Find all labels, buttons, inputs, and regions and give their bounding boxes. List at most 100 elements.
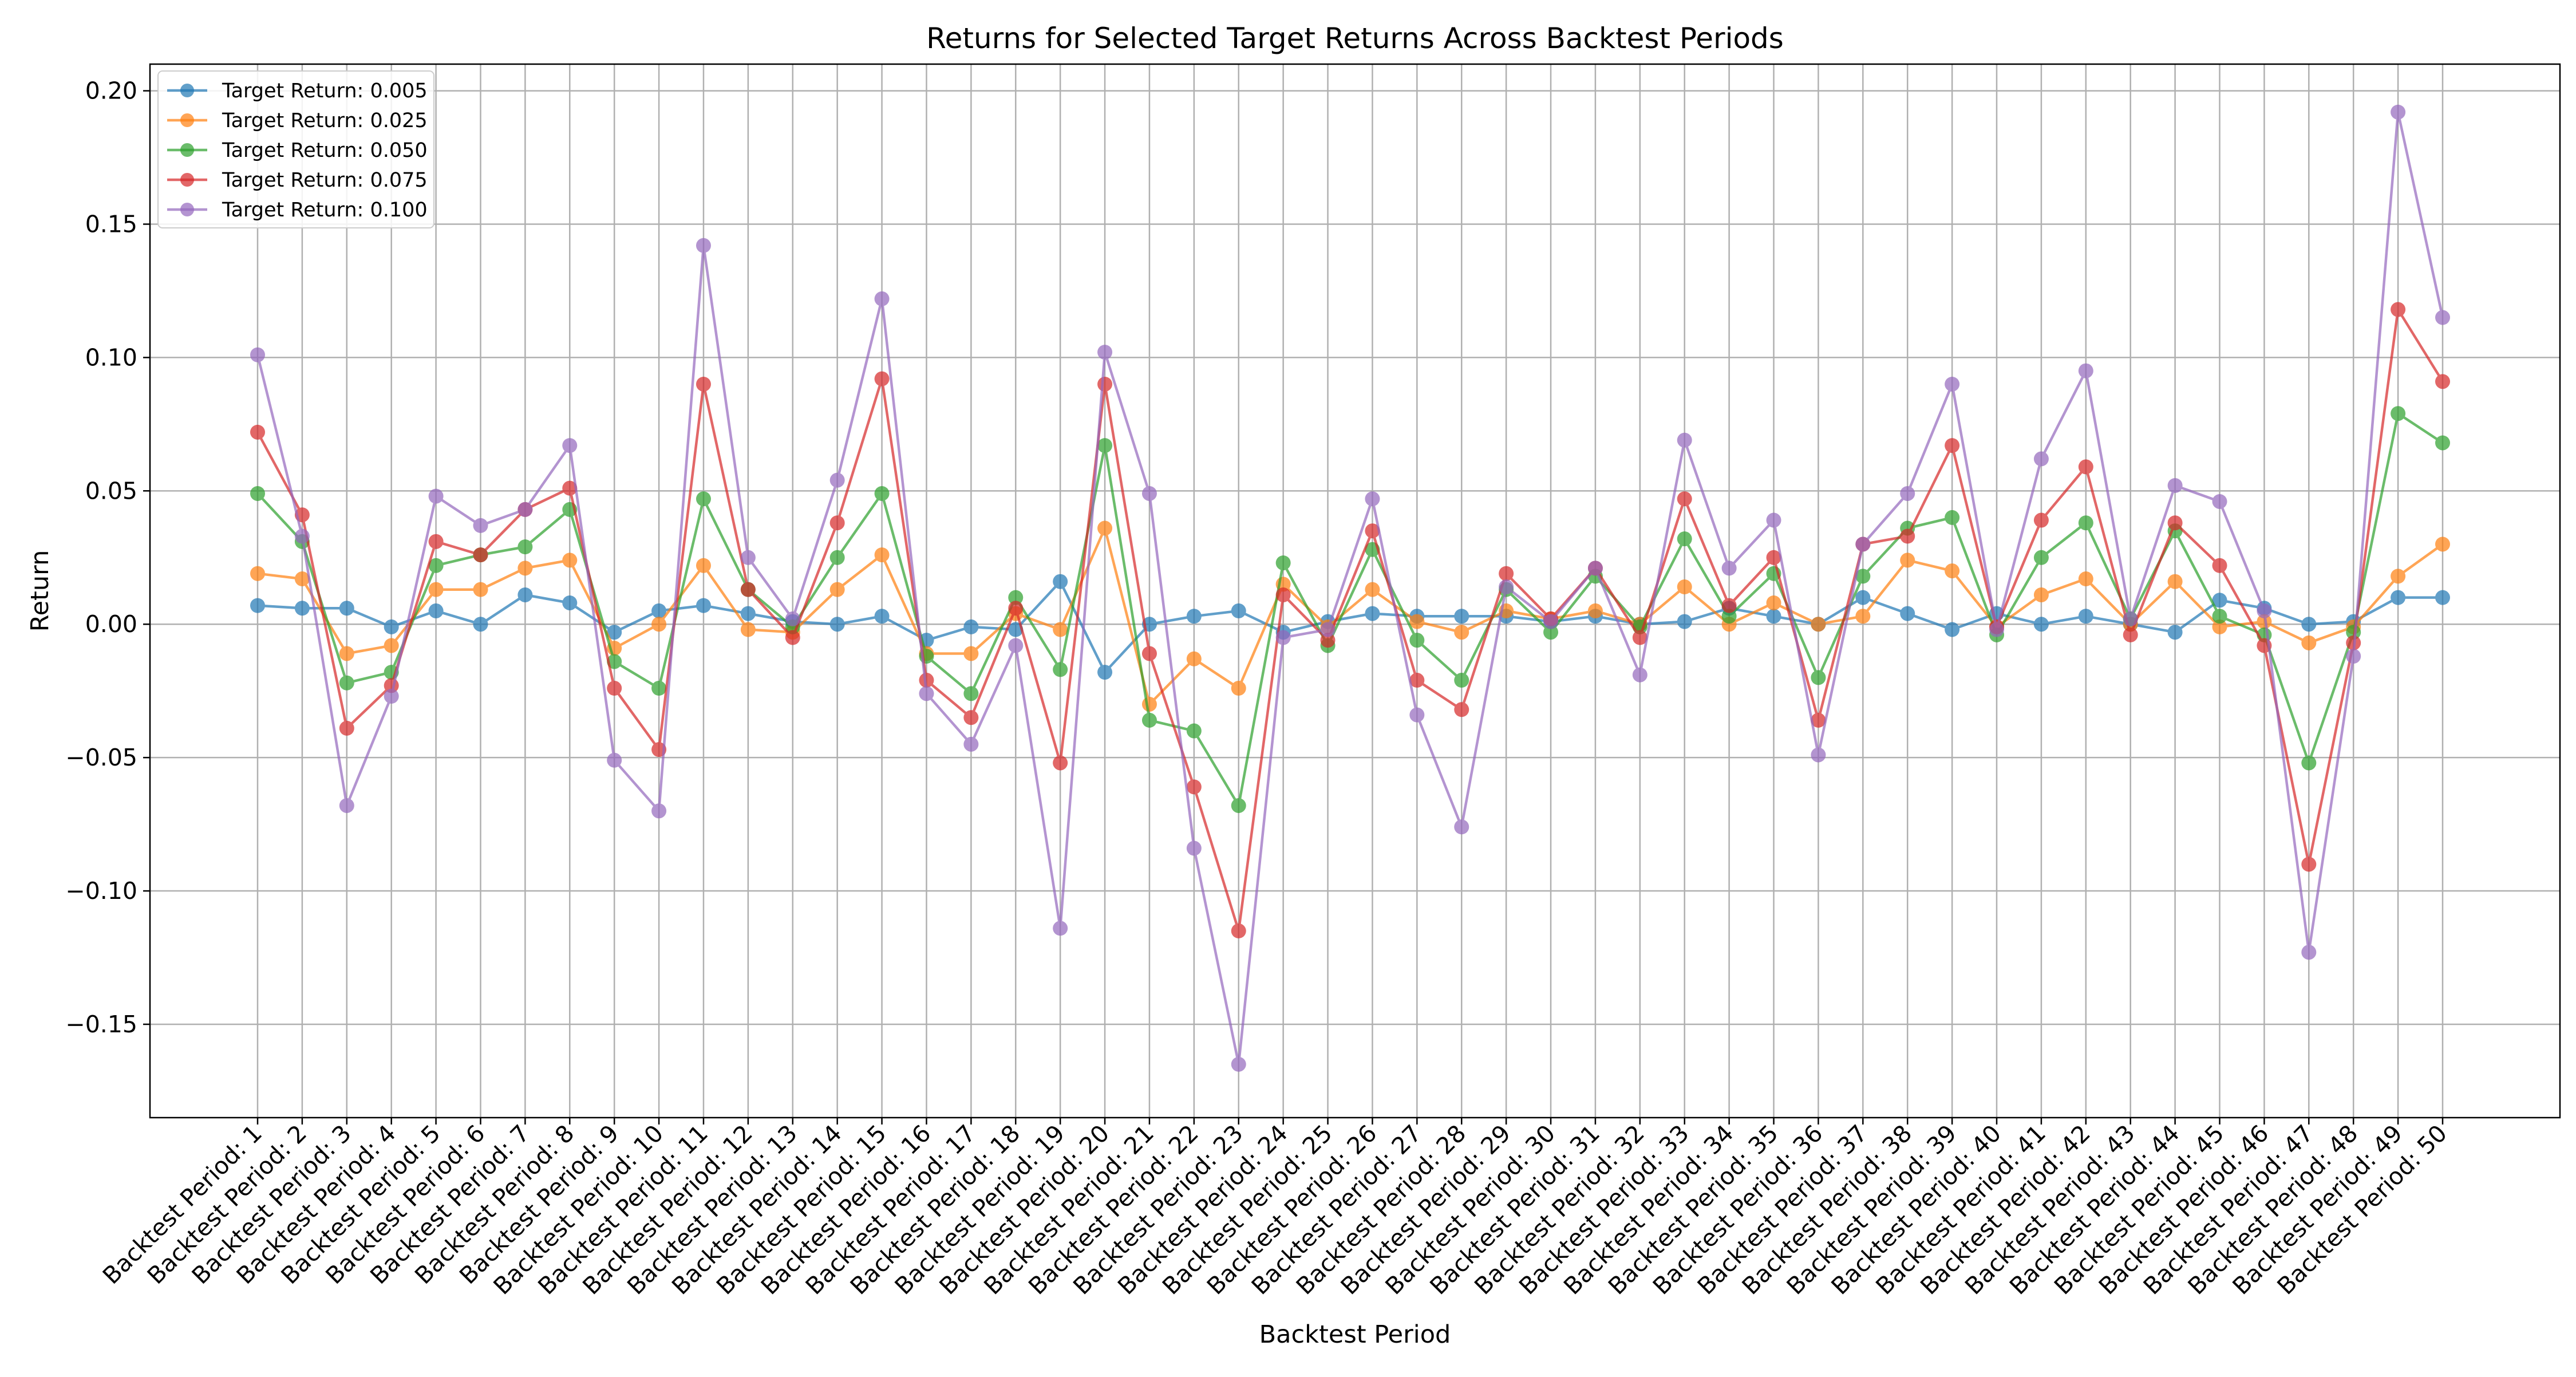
- data-point: [1320, 633, 1336, 648]
- data-point: [829, 550, 845, 565]
- data-point: [1365, 491, 1380, 507]
- data-point: [829, 515, 845, 531]
- data-point: [1454, 673, 1469, 688]
- data-point: [1097, 665, 1113, 680]
- legend: Target Return: 0.005 Target Return: 0.025…: [157, 70, 434, 228]
- data-point: [1945, 376, 1960, 392]
- data-point: [2391, 569, 2406, 584]
- data-point: [2301, 857, 2317, 872]
- y-tick-label: 0.10: [85, 344, 137, 371]
- data-point: [2033, 512, 2049, 528]
- data-point: [2257, 603, 2272, 618]
- data-point: [963, 710, 979, 725]
- data-point: [2212, 558, 2227, 573]
- data-point: [1766, 595, 1781, 610]
- legend-label: Target Return: 0.025: [222, 109, 428, 132]
- data-point: [2167, 625, 2183, 640]
- series-1: [250, 574, 2450, 680]
- data-point: [874, 486, 890, 501]
- data-point: [1365, 606, 1380, 621]
- data-point: [1811, 747, 1826, 763]
- legend-marker: [180, 143, 194, 157]
- grid-lines: [150, 64, 2560, 1118]
- data-point: [2033, 617, 2049, 632]
- data-point: [1632, 667, 1647, 682]
- data-point: [1811, 617, 1826, 632]
- data-point: [562, 480, 578, 496]
- legend-entry: Target Return: 0.050: [167, 139, 428, 162]
- data-point: [517, 539, 533, 555]
- data-point: [1632, 630, 1647, 645]
- data-point: [2212, 593, 2227, 608]
- data-point: [2391, 590, 2406, 605]
- series-4: [250, 302, 2450, 938]
- data-point: [1766, 550, 1781, 565]
- data-point: [1900, 486, 1915, 501]
- data-point: [2123, 627, 2138, 642]
- data-point: [1141, 646, 1157, 661]
- data-point: [2346, 649, 2361, 664]
- data-point: [1231, 798, 1246, 813]
- data-point: [1008, 601, 1024, 616]
- data-point: [1008, 622, 1024, 637]
- data-point: [2435, 310, 2450, 325]
- data-point: [651, 803, 667, 819]
- y-tick-label: −0.10: [65, 877, 137, 905]
- data-point: [1855, 569, 1871, 584]
- data-point: [696, 598, 711, 613]
- legend-label: Target Return: 0.005: [222, 80, 428, 102]
- legend-entry: Target Return: 0.025: [167, 109, 428, 132]
- data-point: [1231, 923, 1246, 938]
- data-point: [473, 582, 488, 597]
- data-point: [963, 646, 979, 661]
- data-point: [1766, 512, 1781, 528]
- data-point: [651, 617, 667, 632]
- legend-label: Target Return: 0.075: [222, 169, 428, 192]
- data-point: [1409, 633, 1425, 648]
- data-point: [2212, 609, 2227, 624]
- data-point: [1945, 563, 1960, 579]
- data-point: [1543, 614, 1559, 629]
- data-point: [2078, 571, 2093, 587]
- data-point: [2033, 451, 2049, 467]
- data-point: [2078, 609, 2093, 624]
- legend-label: Target Return: 0.050: [222, 139, 428, 162]
- data-point: [1677, 614, 1692, 629]
- data-point: [1275, 587, 1291, 602]
- data-point: [1141, 696, 1157, 712]
- legend-entry: Target Return: 0.075: [167, 169, 428, 192]
- data-point: [250, 347, 265, 362]
- data-point: [384, 638, 399, 653]
- data-point: [2123, 611, 2138, 626]
- data-point: [1677, 432, 1692, 448]
- series-line: [257, 580, 2443, 674]
- data-point: [607, 625, 622, 640]
- data-point: [562, 438, 578, 453]
- data-point: [1409, 614, 1425, 629]
- data-point: [1945, 438, 1960, 453]
- data-point: [339, 798, 354, 813]
- data-point: [1900, 528, 1915, 544]
- y-tick-label: −0.15: [65, 1011, 137, 1038]
- data-point: [428, 488, 444, 504]
- data-point: [339, 675, 354, 691]
- data-point: [2167, 574, 2183, 589]
- data-point: [1587, 603, 1603, 618]
- data-point: [2078, 363, 2093, 378]
- series-5: [250, 104, 2450, 1072]
- data-point: [2391, 302, 2406, 317]
- data-point: [696, 376, 711, 392]
- data-point: [250, 424, 265, 440]
- data-point: [428, 558, 444, 573]
- data-point: [963, 736, 979, 752]
- data-point: [428, 534, 444, 549]
- data-point: [1677, 531, 1692, 547]
- data-point: [1499, 566, 1514, 581]
- data-point: [1097, 376, 1113, 392]
- data-point: [829, 617, 845, 632]
- data-point: [2435, 435, 2450, 451]
- data-point: [1008, 590, 1024, 605]
- data-point: [607, 654, 622, 669]
- data-point: [1231, 681, 1246, 696]
